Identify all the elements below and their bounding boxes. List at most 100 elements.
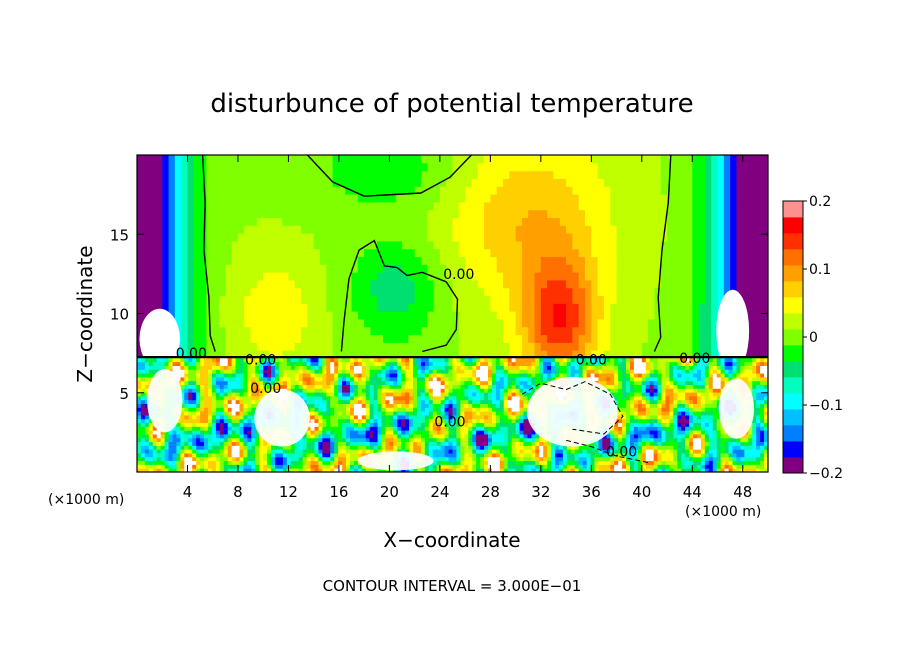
field-cell <box>301 209 308 219</box>
field-cell <box>351 225 359 234</box>
field-cell <box>458 162 466 172</box>
field-cell <box>251 395 256 401</box>
field-cell <box>521 279 529 289</box>
field-cell <box>219 430 225 435</box>
field-cell <box>578 318 586 328</box>
field-cell <box>370 334 378 343</box>
field-cell <box>622 334 630 343</box>
field-cell <box>622 225 630 234</box>
field-cell <box>761 217 768 226</box>
field-cell <box>244 233 252 242</box>
field-cell <box>591 303 599 312</box>
field-cell <box>255 441 260 446</box>
field-cell <box>452 311 460 320</box>
field-cell <box>547 194 555 203</box>
field-cell <box>318 464 323 469</box>
field-cell <box>755 178 763 187</box>
field-cell <box>346 395 351 401</box>
field-cell <box>231 303 239 312</box>
field-cell <box>140 395 146 401</box>
field-cell <box>176 373 181 378</box>
field-cell <box>180 388 185 393</box>
field-cell <box>168 272 176 281</box>
field-cell <box>301 233 308 242</box>
field-cell <box>140 407 146 412</box>
field-cell <box>547 326 555 336</box>
field-cell <box>616 194 624 203</box>
field-cell <box>427 311 435 320</box>
field-cell <box>326 433 331 439</box>
field-cell <box>215 388 221 393</box>
field-cell <box>180 468 185 472</box>
field-cell <box>314 403 319 408</box>
field-cell <box>332 186 340 195</box>
field-cell <box>578 170 586 180</box>
field-cell <box>301 240 308 250</box>
field-cell <box>168 303 176 312</box>
field-cell <box>235 441 241 446</box>
field-cell <box>200 334 208 343</box>
field-cell <box>761 334 768 343</box>
field-cell <box>137 449 142 454</box>
field-cell <box>251 399 256 405</box>
field-cell <box>381 430 386 435</box>
field-cell <box>243 433 248 439</box>
field-cell <box>187 318 195 328</box>
field-cell <box>436 376 442 382</box>
field-cell <box>206 334 214 343</box>
field-cell <box>319 248 327 258</box>
field-cell <box>383 201 390 211</box>
field-cell <box>251 422 256 427</box>
field-cell <box>349 365 355 370</box>
field-cell <box>275 279 283 289</box>
field-cell <box>282 460 288 465</box>
field-cell <box>559 155 567 164</box>
field-cell <box>427 155 435 164</box>
field-cell <box>405 376 410 382</box>
field-cell <box>502 233 510 242</box>
field-cell <box>373 365 379 370</box>
field-cell <box>673 155 681 164</box>
field-cell <box>578 178 586 187</box>
field-cell <box>446 217 454 226</box>
field-cell <box>509 248 517 258</box>
field-cell <box>477 162 485 172</box>
field-cell <box>534 233 542 242</box>
field-cell <box>361 373 367 378</box>
field-cell <box>395 155 403 164</box>
field-cell <box>427 186 435 195</box>
field-cell <box>282 326 290 336</box>
field-cell <box>755 170 763 180</box>
field-cell <box>302 441 308 446</box>
field-cell <box>370 233 378 242</box>
field-cell <box>730 209 738 219</box>
field-cell <box>428 403 434 408</box>
field-cell <box>749 209 756 219</box>
field-cell <box>603 155 611 164</box>
field-cell <box>397 380 402 385</box>
field-cell <box>137 186 144 195</box>
field-cell <box>376 194 384 203</box>
field-cell <box>223 464 229 469</box>
field-cell <box>239 399 244 405</box>
field-cell <box>251 376 256 382</box>
field-cell <box>263 449 268 454</box>
field-cell <box>711 248 719 258</box>
field-cell <box>448 449 453 454</box>
field-cell <box>377 395 383 401</box>
field-cell <box>193 201 201 211</box>
field-cell <box>200 441 205 446</box>
field-cell <box>314 452 319 458</box>
field-cell <box>440 369 446 374</box>
field-cell <box>298 392 304 397</box>
field-cell <box>369 426 375 431</box>
field-cell <box>616 186 624 195</box>
field-cell <box>255 433 260 439</box>
field-cell <box>156 357 162 363</box>
field-cell <box>385 388 390 393</box>
field-cell <box>648 279 656 289</box>
field-cell <box>351 295 359 304</box>
field-cell <box>148 426 154 431</box>
field-cell <box>215 380 221 385</box>
field-cell <box>235 395 241 401</box>
